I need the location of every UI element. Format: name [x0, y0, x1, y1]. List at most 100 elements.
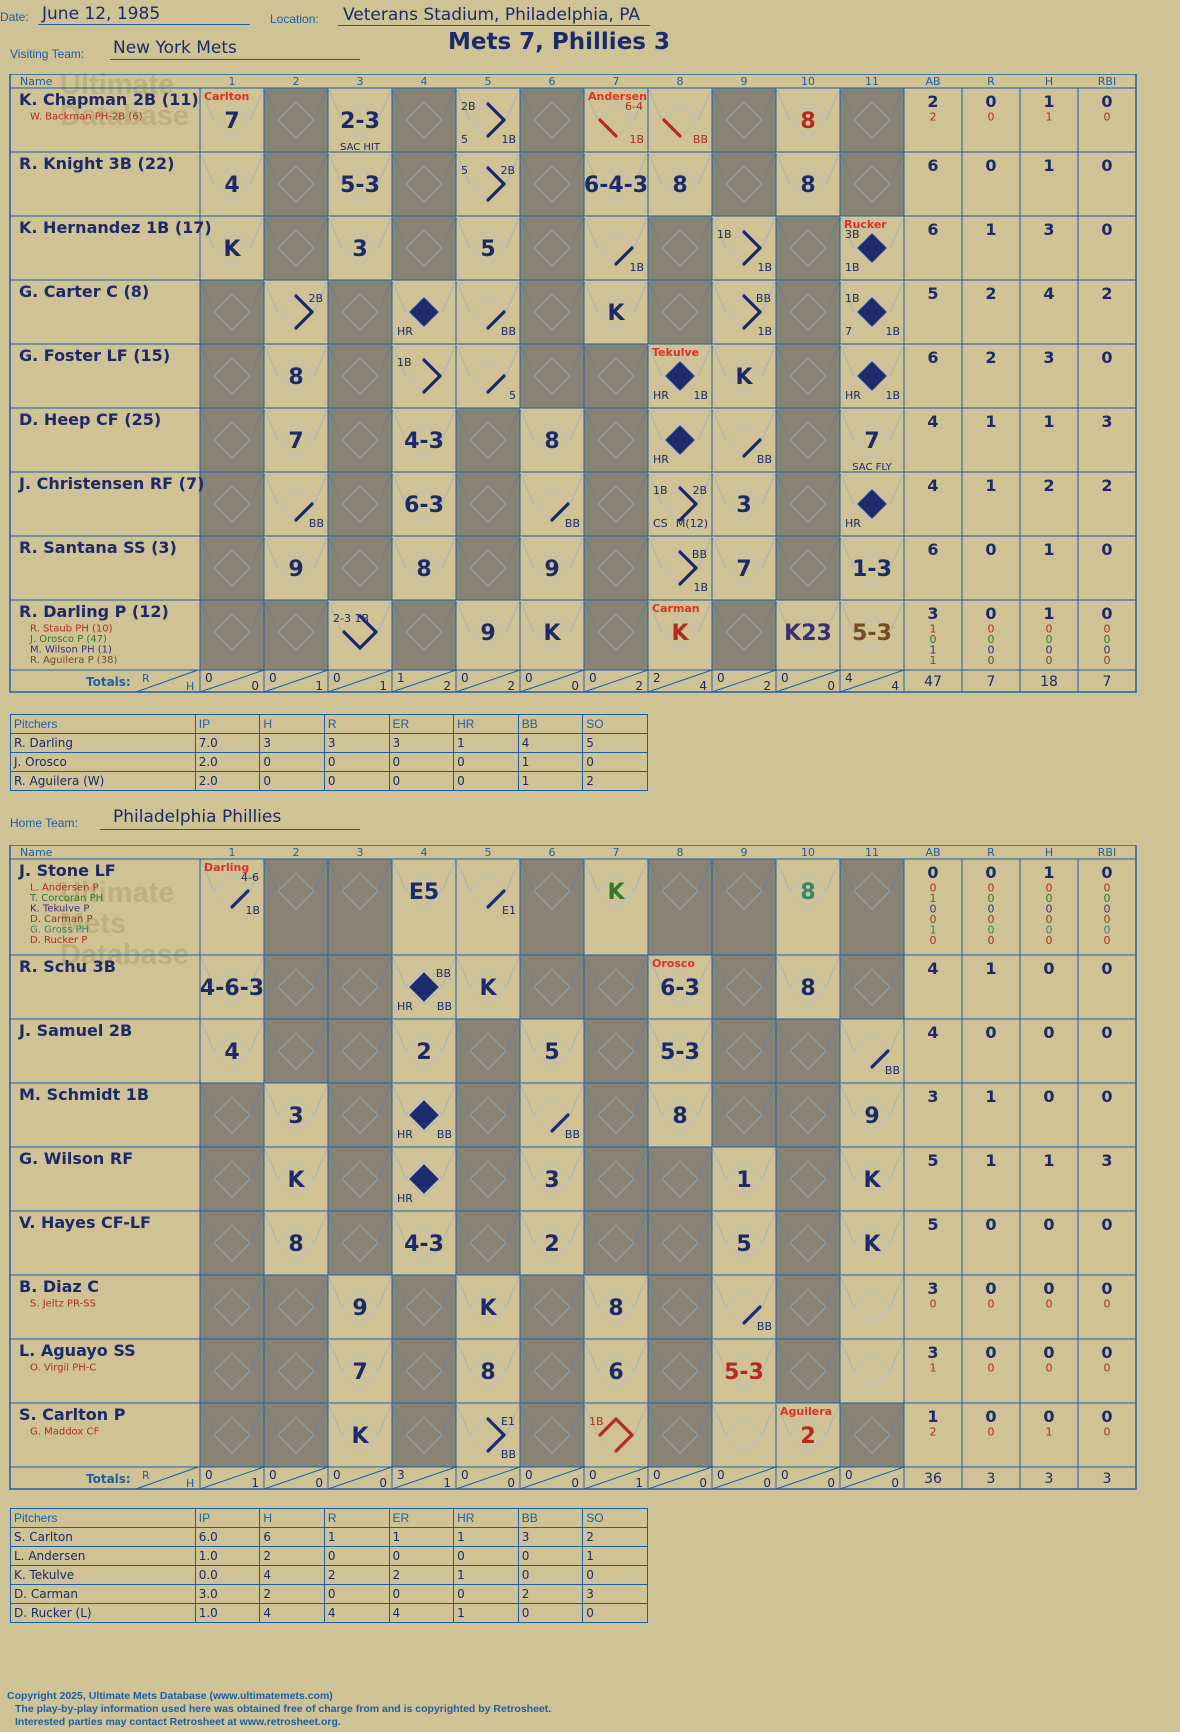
totals-divider — [455, 1466, 521, 1490]
guide-line — [519, 954, 535, 988]
diamond-guide — [277, 101, 315, 139]
guide-line — [391, 954, 407, 988]
guide-line — [761, 1274, 777, 1308]
inning-cell — [455, 471, 521, 537]
inning-cell — [519, 1402, 585, 1468]
guide-line — [391, 279, 407, 313]
pitching-stat: 0 — [453, 752, 519, 772]
stat-value: 1 — [985, 959, 996, 978]
pitching-stat: 1 — [453, 1565, 519, 1585]
guide-line — [633, 1338, 649, 1372]
guide-line — [647, 1210, 663, 1244]
stat-value: 0 — [1101, 959, 1112, 978]
play-result: 2-3 — [340, 109, 380, 134]
header-inning: 1 — [229, 846, 236, 859]
guide-line — [569, 535, 585, 569]
guide-line — [839, 1146, 855, 1180]
diamond-guide — [725, 165, 763, 203]
inning-cell — [327, 215, 393, 281]
inning-runs: 0 — [269, 1468, 277, 1482]
pitching-stat: 0 — [517, 1546, 584, 1566]
guide-line — [761, 1146, 777, 1180]
guide-line — [583, 1018, 599, 1052]
diamond-guide — [661, 968, 699, 1006]
guide-line — [519, 1402, 535, 1436]
header-stat: H — [1045, 846, 1053, 859]
diamond-guide — [597, 549, 635, 587]
stat-value: 5 — [927, 284, 938, 303]
sub-player-name: L. Andersen P — [30, 883, 99, 894]
guide-line — [583, 279, 599, 313]
base-note: 5 — [461, 164, 468, 177]
guide-line — [633, 1274, 649, 1308]
stat-value: 3 — [1101, 412, 1112, 431]
guide-line — [711, 279, 727, 313]
stat-value: 1 — [985, 412, 996, 431]
diamond-guide — [597, 101, 635, 139]
totals-label: Totals: — [86, 675, 131, 689]
inning-cell — [647, 87, 713, 153]
diamond-guide — [341, 1096, 379, 1134]
inning-cell — [519, 1018, 585, 1084]
inning-cell — [391, 535, 457, 601]
guide-line — [455, 279, 471, 313]
pitching-stat-header: IP — [194, 1508, 261, 1528]
guide-line — [647, 279, 663, 313]
stat-value-sub: 1 — [930, 644, 937, 657]
totals-divider — [647, 1466, 713, 1490]
guide-line — [377, 1082, 393, 1116]
header-inning: 9 — [741, 846, 748, 859]
guide-line — [455, 599, 471, 633]
diamond-guide — [533, 229, 571, 267]
guide-line — [505, 279, 521, 313]
guide-line — [647, 343, 663, 377]
guide-line — [327, 87, 343, 121]
pitcher-row: L. Andersen 1.0 2 0 0 0 0 1 — [10, 1546, 648, 1566]
play-result: K — [543, 621, 561, 646]
base-note: HR — [653, 389, 669, 402]
stat-value-sub: 2 — [930, 111, 937, 124]
stat-value-sub: 0 — [988, 892, 995, 905]
header-inning: 8 — [677, 846, 684, 859]
stat-value: 0 — [1101, 1279, 1112, 1298]
guide-line — [327, 151, 343, 185]
guide-line — [775, 279, 791, 313]
inning-hits: 0 — [571, 1476, 579, 1490]
pitching-stat: 1 — [453, 733, 519, 753]
guide-line — [391, 1018, 407, 1052]
player-name: S. Carlton P — [19, 1405, 126, 1424]
diamond-guide — [213, 293, 251, 331]
pitching-stat-header: BB — [517, 714, 584, 734]
play-result: 3 — [288, 1104, 303, 1129]
totals-divider — [263, 1466, 329, 1490]
diamond-guide — [277, 1096, 315, 1134]
guide-line — [711, 858, 727, 892]
inning-hits: 0 — [379, 1476, 387, 1490]
inning-cell — [327, 407, 393, 473]
guide-line — [583, 1274, 599, 1308]
guide-line — [263, 343, 279, 377]
hits-label: H — [186, 680, 194, 693]
guide-line — [761, 858, 777, 892]
diamond-guide — [405, 968, 443, 1006]
inning-cell — [519, 1210, 585, 1276]
guide-line — [633, 1210, 649, 1244]
guide-line — [263, 858, 279, 892]
diamond-guide — [533, 968, 571, 1006]
base-note: HR — [653, 453, 669, 466]
diamond-guide — [277, 968, 315, 1006]
base-path — [550, 502, 570, 522]
diamond-guide — [341, 968, 379, 1006]
diamond-guide — [597, 357, 635, 395]
guide-line — [519, 1274, 535, 1308]
play-result: K — [863, 1168, 881, 1193]
inning-cell — [263, 858, 329, 956]
pitcher-change: Aguilera — [780, 1405, 832, 1418]
inning-cell — [647, 1082, 713, 1148]
guide-line — [519, 535, 535, 569]
inning-runs: 0 — [589, 671, 597, 685]
play-result: 8 — [672, 173, 687, 198]
totals-divider — [711, 669, 777, 693]
guide-line — [711, 151, 727, 185]
diamond-guide — [213, 613, 251, 651]
